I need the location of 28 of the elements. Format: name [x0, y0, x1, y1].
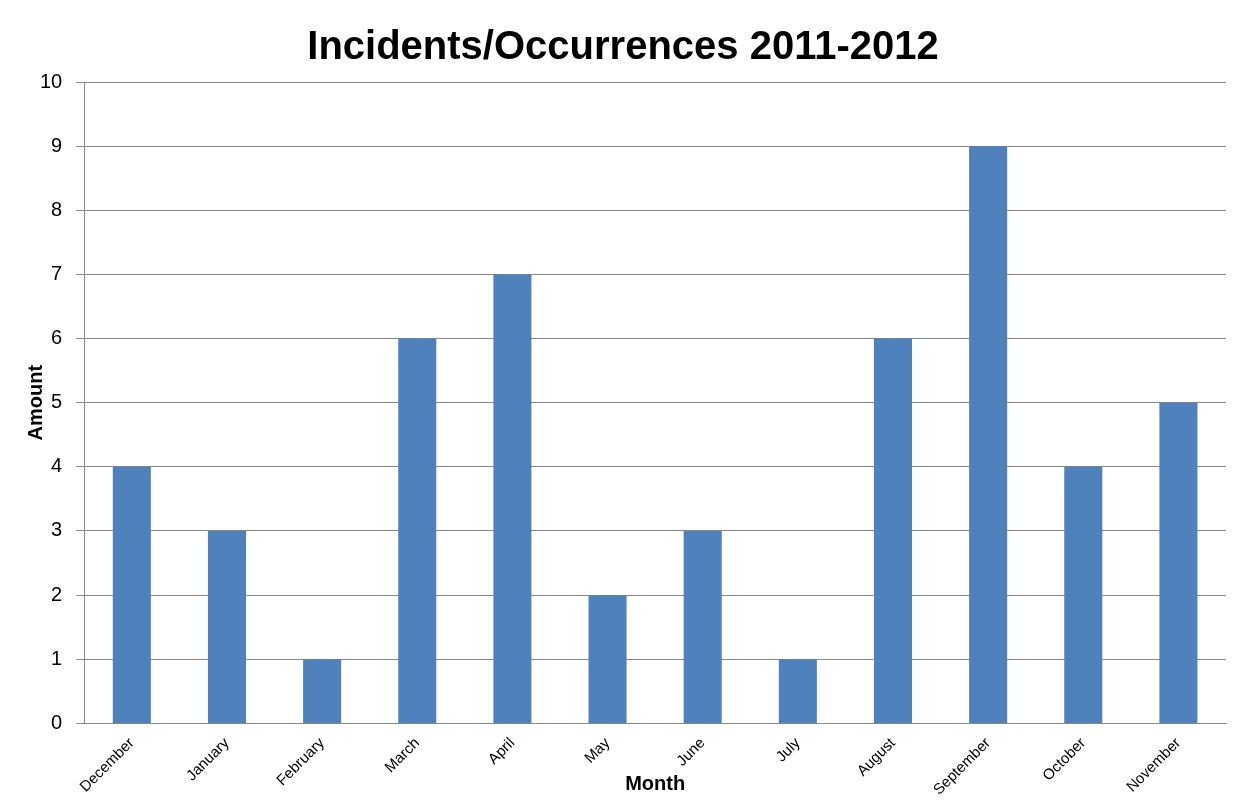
x-axis-title: Month: [625, 771, 686, 794]
chart-title: Incidents/Occurrences 2011-2012: [307, 23, 939, 68]
y-tick-label: 5: [51, 390, 63, 413]
y-tick-label: 2: [51, 582, 63, 605]
bar: [778, 659, 817, 723]
x-tick-label: July: [772, 733, 804, 765]
y-tick-label: 10: [40, 69, 63, 92]
y-tick-label: 7: [51, 261, 63, 284]
y-tick-label: 1: [51, 646, 63, 669]
y-tick-label: 3: [51, 518, 63, 541]
bar: [969, 146, 1008, 723]
y-tick-label: 9: [51, 133, 63, 156]
y-tick-label: 6: [51, 326, 63, 349]
y-tick-label: 8: [51, 197, 63, 220]
bar: [1064, 466, 1103, 723]
y-tick-label: 0: [51, 710, 63, 733]
y-tick-label: 4: [51, 454, 63, 477]
bar: [398, 338, 437, 723]
bar: [207, 530, 246, 723]
bar: [112, 466, 151, 723]
bar: [683, 530, 722, 723]
bar: [873, 338, 913, 723]
x-tick-label: May: [580, 733, 613, 766]
bar: [303, 659, 342, 723]
bar: [493, 274, 532, 723]
bar: [588, 595, 627, 723]
y-axis-title: Amount: [23, 364, 46, 441]
bar: [1159, 402, 1198, 723]
